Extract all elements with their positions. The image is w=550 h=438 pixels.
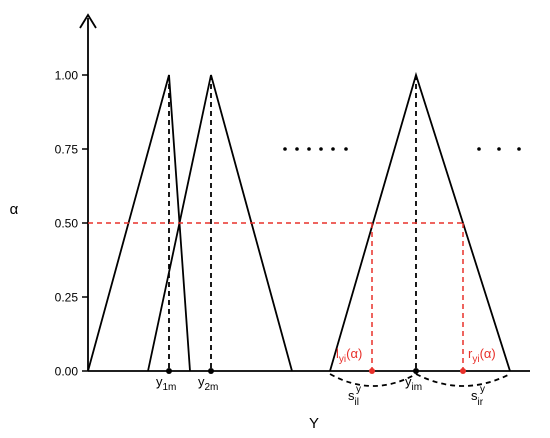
label: yi — [339, 354, 346, 365]
annotation: y2m — [198, 374, 218, 393]
label: l — [336, 346, 339, 361]
x-axis-title: Y — [309, 415, 319, 432]
annotation: sir y — [471, 384, 485, 408]
annotation: ryi(α) — [468, 346, 496, 365]
point — [166, 368, 172, 374]
label: im — [412, 382, 423, 393]
label: y — [198, 374, 205, 389]
label: s — [348, 388, 355, 403]
ellipsis — [283, 147, 521, 151]
y-axis-title: α — [10, 201, 19, 218]
label: r — [468, 346, 473, 361]
label: s — [471, 388, 478, 403]
label: ir — [478, 397, 484, 408]
label: y — [356, 384, 361, 395]
annotation: y1m — [156, 374, 176, 393]
triangle — [87, 74, 191, 372]
annotation: sil y — [348, 384, 361, 408]
label: (α) — [346, 346, 362, 361]
point — [460, 368, 466, 374]
y-tick-label: 0.25 — [55, 291, 79, 305]
y-tick-label: 0.50 — [55, 217, 79, 231]
label: 1m — [163, 382, 177, 393]
label: y — [405, 374, 412, 389]
label: yi — [472, 354, 479, 365]
annotation: yim — [405, 374, 422, 393]
label: y — [156, 374, 163, 389]
point — [208, 368, 214, 374]
spread-arc — [329, 373, 417, 387]
spread-arc — [415, 373, 511, 387]
annotation: lyi(α) — [336, 346, 362, 365]
label: 2m — [205, 382, 219, 393]
label: (α) — [480, 346, 496, 361]
label: y — [480, 384, 485, 395]
point — [369, 368, 375, 374]
y-axis-arrow — [79, 13, 97, 29]
y-tick-label: 0.75 — [55, 143, 79, 157]
y-tick-label: 1.00 — [55, 69, 79, 83]
y-tick-label: 0.00 — [55, 365, 79, 379]
triangle — [329, 71, 511, 372]
alpha-cut — [88, 222, 464, 371]
label: il — [355, 397, 359, 408]
point — [413, 368, 419, 374]
